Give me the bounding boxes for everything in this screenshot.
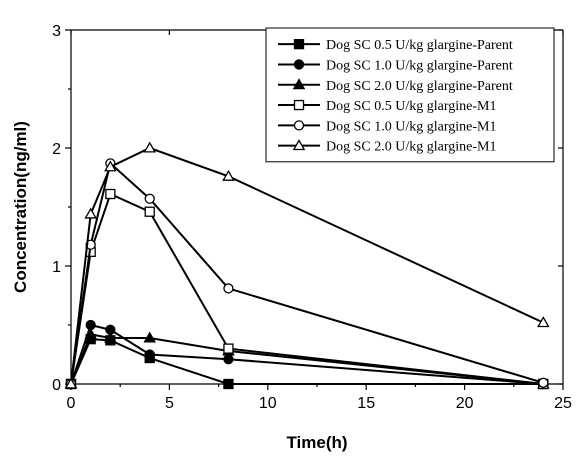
y-axis-title: Concentration(ng/ml)	[11, 121, 30, 293]
legend-label: Dog SC 0.5 U/kg glargine-Parent	[326, 38, 513, 53]
data-point	[84, 327, 97, 339]
legend-item: Dog SC 1.0 U/kg glargine-M1	[278, 119, 496, 134]
data-point	[222, 169, 235, 181]
series-line	[70, 338, 544, 385]
data-point	[537, 316, 550, 328]
y-tick-label: 2	[52, 141, 61, 158]
data-point	[143, 331, 157, 343]
legend-item: Dog SC 2.0 U/kg glargine-Parent	[278, 78, 513, 94]
y-tick-label: 0	[52, 377, 61, 394]
legend-marker	[293, 59, 305, 70]
legend-label: Dog SC 2.0 U/kg glargine-Parent	[326, 79, 513, 94]
legend-marker	[292, 78, 306, 90]
data-point	[104, 160, 117, 172]
x-tick-label: 20	[456, 395, 474, 412]
legend-box	[265, 27, 555, 163]
legend-marker	[293, 39, 305, 50]
data-point	[223, 354, 234, 365]
data-point	[64, 377, 78, 389]
data-point	[104, 331, 117, 343]
legend: Dog SC 0.5 U/kg glargine-Parent Dog SC 1.…	[265, 27, 555, 163]
legend-label: Dog SC 1.0 U/kg glargine-M1	[326, 119, 496, 134]
data-point	[144, 349, 155, 360]
series-6	[64, 141, 550, 389]
data-point	[84, 207, 97, 219]
legend-item: Dog SC 2.0 U/kg glargine-M1	[278, 139, 496, 155]
data-point	[105, 188, 116, 200]
legend-item: Dog SC 0.5 U/kg glargine-M1	[278, 99, 496, 114]
data-point	[223, 343, 234, 354]
y-tick-label: 3	[52, 23, 61, 40]
legend-item: Dog SC 0.5 U/kg glargine-Parent	[278, 38, 513, 53]
x-axis-title: Time(h)	[286, 433, 347, 452]
legend-marker	[293, 99, 305, 111]
data-point	[223, 283, 234, 294]
x-tick-label: 5	[165, 395, 174, 412]
legend-marker	[292, 139, 306, 151]
legend-label: Dog SC 0.5 U/kg glargine-M1	[326, 99, 496, 114]
data-point	[144, 193, 155, 204]
data-point	[144, 206, 155, 217]
x-tick-label: 0	[67, 395, 76, 412]
series-5	[65, 158, 549, 390]
series-line	[70, 161, 544, 385]
series-line	[70, 333, 544, 385]
series-group	[64, 141, 550, 390]
series-line	[70, 146, 544, 385]
x-tick-label: 25	[554, 395, 572, 412]
data-point	[143, 141, 157, 153]
legend-item: Dog SC 1.0 U/kg glargine-Parent	[278, 58, 513, 73]
y-tick-label: 1	[52, 259, 61, 276]
data-point	[223, 378, 234, 390]
legend-marker	[293, 120, 305, 131]
legend-label: Dog SC 2.0 U/kg glargine-M1	[326, 140, 496, 155]
legend-label: Dog SC 1.0 U/kg glargine-Parent	[326, 58, 513, 73]
x-tick-label: 10	[259, 395, 277, 412]
x-tick-label: 15	[357, 395, 375, 412]
data-point	[538, 377, 549, 388]
